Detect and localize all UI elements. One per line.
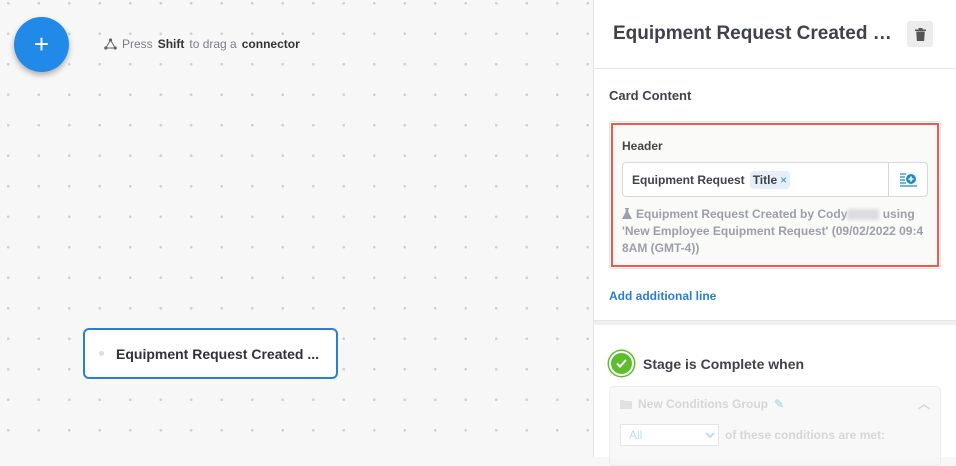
- match-select[interactable]: All: [620, 424, 719, 446]
- token-label: Title: [752, 172, 778, 187]
- hint-text-mid: to drag a: [189, 37, 237, 51]
- panel-title: Equipment Request Created b...: [613, 23, 895, 44]
- hint-text-pre: Press: [122, 37, 153, 51]
- match-text: of these conditions are met:: [725, 428, 886, 442]
- header-preview: Equipment Request Created by Cody using …: [622, 206, 928, 257]
- flask-icon: [622, 208, 632, 219]
- title-token: Title ×: [749, 170, 791, 189]
- section-divider: [594, 320, 956, 325]
- check-circle-icon: [609, 351, 634, 376]
- edit-pencil-icon[interactable]: ✎: [774, 396, 785, 411]
- connector-hint: Press Shift to drag a connector: [104, 37, 300, 51]
- header-input-text: Equipment Request: [632, 172, 745, 187]
- conditions-group: New Conditions Group ✎ ︿ All of these co…: [609, 386, 941, 466]
- node-handle[interactable]: [99, 351, 104, 356]
- node-label: Equipment Request Created ...: [116, 345, 320, 362]
- hint-key: Shift: [157, 37, 185, 51]
- card-content-heading: Card Content: [609, 88, 692, 103]
- folder-icon: [620, 399, 632, 409]
- header-input[interactable]: Equipment Request Title ×: [622, 162, 928, 197]
- plus-icon: +: [33, 29, 50, 59]
- connector-icon: [104, 38, 117, 50]
- header-highlight: Header Equipment Request Title × Equipme: [611, 123, 939, 267]
- workflow-canvas[interactable]: + Press Shift to drag a connector Equipm…: [0, 0, 593, 457]
- redacted-name: [847, 209, 880, 221]
- remove-token-icon[interactable]: ×: [780, 172, 788, 187]
- stage-heading: Stage is Complete when: [643, 355, 805, 372]
- delete-button[interactable]: [907, 21, 933, 47]
- properties-panel: Equipment Request Created b... Card Cont…: [593, 0, 956, 466]
- add-node-button[interactable]: +: [14, 17, 69, 72]
- group-name: New Conditions Group: [638, 396, 768, 411]
- workflow-node[interactable]: Equipment Request Created ...: [83, 328, 338, 379]
- add-field-icon: [899, 173, 917, 187]
- panel-header: Equipment Request Created b...: [594, 0, 956, 69]
- insert-token-button[interactable]: [888, 163, 927, 196]
- hint-target: connector: [241, 37, 300, 51]
- stage-complete-section: Stage is Complete when New Conditions Gr…: [594, 325, 956, 466]
- preview-text-after: using 'New Employee Equipment Request' (…: [622, 207, 924, 255]
- collapse-chevron-icon[interactable]: ︿: [917, 397, 930, 411]
- card-content-section: Card Content Header Equipment Request Ti…: [594, 69, 956, 303]
- header-card: Header Equipment Request Title × Equipme: [609, 121, 941, 269]
- add-additional-line-link[interactable]: Add additional line: [609, 289, 717, 303]
- preview-text-before: Equipment Request Created by Cody: [636, 207, 848, 221]
- trash-icon: [914, 27, 926, 41]
- header-label: Header: [622, 139, 663, 153]
